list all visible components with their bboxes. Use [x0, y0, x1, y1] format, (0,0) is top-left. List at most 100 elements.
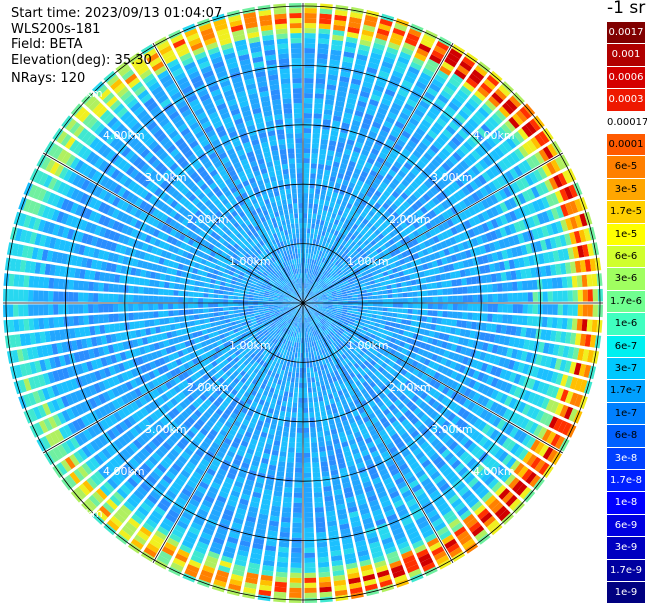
- ray-gate: [334, 417, 341, 424]
- ray-gate: [417, 437, 427, 447]
- ray-gate: [597, 304, 603, 318]
- ray-gate: [116, 397, 125, 407]
- ray-gate: [527, 292, 533, 302]
- ray-gate: [362, 183, 370, 191]
- ray-gate: [306, 306, 310, 312]
- ray-gate: [582, 244, 590, 257]
- ray-gate: [404, 37, 418, 47]
- ray-gate: [317, 391, 323, 397]
- ray-gate: [283, 497, 292, 503]
- ray-gate: [332, 376, 338, 383]
- ray-gate: [446, 52, 460, 64]
- ray-gate: [562, 422, 572, 436]
- ray-gate: [350, 78, 362, 86]
- ray-gate: [322, 296, 328, 299]
- ray-gate: [276, 399, 282, 406]
- ray-gate: [437, 374, 446, 383]
- ray-gate: [231, 424, 239, 432]
- ray-gate: [286, 361, 291, 367]
- ray-gate: [352, 73, 363, 81]
- ray-gate: [356, 233, 363, 240]
- ray-gate: [399, 545, 412, 555]
- ray-gate: [276, 357, 282, 364]
- ray-gate: [269, 459, 278, 466]
- ray-gate: [354, 110, 364, 118]
- ray-gate: [377, 400, 385, 408]
- ray-gate: [345, 314, 352, 319]
- ray-gate: [321, 466, 329, 472]
- ray-gate: [484, 99, 497, 112]
- ray-gate: [441, 162, 451, 172]
- ray-gate: [304, 597, 318, 603]
- ray-gate: [192, 550, 205, 560]
- ray-gate: [377, 412, 385, 420]
- ray-gate: [352, 189, 360, 196]
- ray-gate: [317, 306, 323, 309]
- ray-gate: [303, 412, 309, 418]
- ray-gate: [410, 461, 420, 471]
- ray-gate: [557, 345, 565, 357]
- ray-gate: [249, 382, 256, 390]
- ray-gate: [326, 89, 336, 96]
- ray-gate: [247, 350, 254, 356]
- ray-gate: [356, 273, 363, 279]
- ray-gate: [502, 437, 512, 449]
- ray-gate: [492, 283, 498, 293]
- ray-gate: [451, 279, 458, 287]
- ray-gate: [307, 283, 310, 289]
- ray-gate: [289, 387, 294, 393]
- ray-gate: [340, 276, 347, 281]
- ray-gate: [327, 300, 333, 302]
- ray-gate: [290, 567, 302, 573]
- ray-gate: [173, 376, 181, 384]
- ray-gate: [180, 469, 191, 479]
- ray-gate: [331, 329, 337, 335]
- ray-gate: [283, 391, 289, 397]
- ray-gate: [500, 123, 512, 136]
- ray-gate: [589, 334, 597, 348]
- ray-gate: [318, 38, 330, 45]
- ray-gate: [225, 345, 232, 352]
- ray-gate: [407, 358, 415, 365]
- ray-gate: [212, 412, 221, 420]
- ray-gate: [329, 331, 335, 337]
- ray-gate: [97, 467, 109, 480]
- ray-gate: [524, 174, 534, 186]
- ray-gate: [347, 259, 354, 265]
- ray-gate: [470, 500, 483, 512]
- ray-gate: [312, 320, 316, 326]
- ray-gate: [307, 301, 313, 303]
- ray-gate: [513, 221, 522, 233]
- ray-gate: [385, 116, 396, 125]
- ray-gate: [379, 392, 387, 400]
- ray-gate: [240, 332, 247, 338]
- ray-gate: [404, 175, 413, 184]
- ray-gate: [303, 268, 305, 273]
- ray-gate: [370, 472, 380, 480]
- ray-gate: [522, 292, 528, 302]
- ray-gate: [564, 360, 572, 373]
- ray-gate: [361, 312, 368, 317]
- ray-gate: [446, 280, 453, 288]
- ray-gate: [411, 285, 418, 291]
- ray-gate: [97, 451, 108, 463]
- ray-gate: [497, 304, 503, 313]
- ray-gate: [327, 307, 333, 310]
- ray-gate: [521, 190, 531, 203]
- ray-gate: [592, 289, 598, 302]
- ray-gate: [295, 467, 303, 473]
- ray-gate: [267, 370, 273, 376]
- ray-gate: [346, 139, 355, 146]
- ray-gate: [287, 371, 292, 377]
- ray-gate: [565, 332, 572, 344]
- ray-gate: [288, 306, 294, 309]
- ray-gate: [270, 423, 277, 430]
- ray-gate: [186, 377, 194, 385]
- ray-gate: [396, 216, 404, 224]
- ray-gate: [397, 508, 409, 518]
- ray-gate: [290, 320, 294, 326]
- ray-gate: [377, 490, 388, 499]
- ray-gate: [545, 194, 555, 207]
- ray-gate: [499, 227, 508, 238]
- ray-gate: [304, 487, 312, 493]
